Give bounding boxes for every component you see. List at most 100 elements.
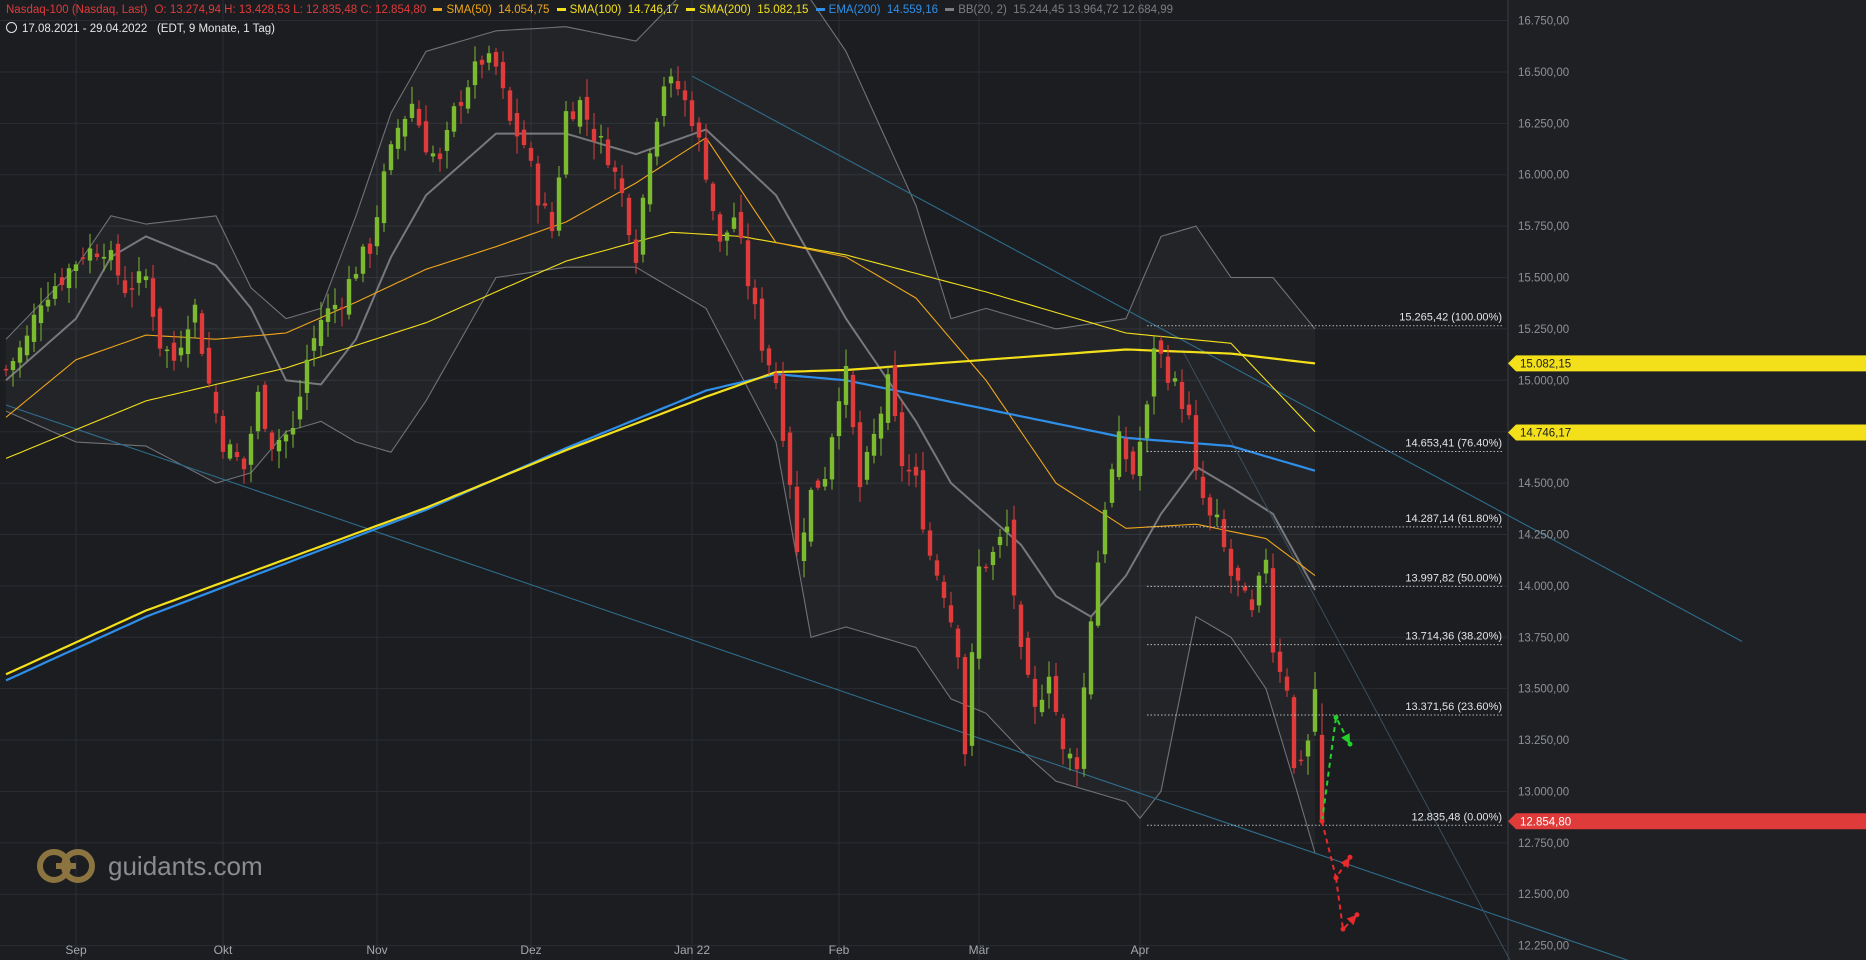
candle-body [206,347,212,384]
candle-body [143,276,149,281]
candle-body [962,657,968,755]
candle-body [1172,378,1178,382]
candle-body [1018,604,1024,647]
trendline-steep[interactable] [1181,349,1511,960]
candle-body [661,86,667,116]
candle-body [262,384,268,429]
candle-body [654,121,660,157]
price-tick-label: 15.000,00 [1518,375,1569,387]
projection-down-1-arrowhead [1340,857,1350,869]
price-tick-label: 13.250,00 [1518,735,1569,747]
candle-body [45,299,51,307]
legend-bb[interactable]: BB(20, 2) 15.244,45 13.964,72 12.684,99 [945,4,1173,16]
date-range: 17.08.2021 - 29.04.2022 (EDT, 9 Monate, … [6,22,275,35]
instrument-label[interactable]: Nasdaq-100 (Nasdaq, Last) [6,4,148,16]
candle-body [626,197,632,236]
candle-body [815,480,821,488]
candle-body [66,268,72,289]
candle-body [822,478,828,487]
candle-body [381,171,387,224]
month-tick-label: Feb [829,943,850,957]
trendlines[interactable] [5,75,1743,960]
candle-body [276,439,282,452]
candle-body [38,305,44,324]
candle-body [297,396,303,420]
candle-body [542,203,548,206]
projection-arrows[interactable] [1319,714,1360,932]
candle-body [129,288,135,290]
candle-body [857,422,863,488]
trendline[interactable] [5,404,1651,960]
candle-body [290,428,296,435]
candle-body [360,246,366,274]
candle-body [255,391,261,432]
candle-body [1004,526,1010,533]
price-tick-label: 16.500,00 [1518,67,1569,79]
candle-body [1067,753,1073,759]
candle-body [59,277,65,285]
candlesticks [3,45,1325,826]
projection-down-2-arrowhead [1346,914,1357,926]
month-tick-label: Dez [520,943,541,957]
candle-body [514,113,520,137]
candle-body [108,250,114,261]
candle-body [52,286,58,299]
date-range-info: (EDT, 9 Monate, 1 Tag) [156,23,275,35]
candle-body [1088,621,1094,695]
candle-body [598,136,604,138]
candle-body [633,239,639,263]
candle-body [605,139,611,166]
price-tick-label: 14.250,00 [1518,529,1569,541]
candle-body [1025,638,1031,675]
price-tag-label: 14.746,17 [1520,427,1571,439]
candle-body [451,106,457,132]
candle-body [976,566,982,659]
candle-body [1074,757,1080,770]
legend-sma200[interactable]: SMA(200) 15.082,15 [686,4,808,16]
candle-body [171,342,177,361]
legend-sma50[interactable]: SMA(50) 14.054,75 [433,4,549,16]
month-tick-label: Nov [366,943,387,957]
candle-body [1137,441,1143,476]
candle-body [780,374,786,441]
candle-body [675,81,681,90]
candle-body [570,111,576,120]
candle-body [115,243,121,276]
legend-sma100[interactable]: SMA(100) 14.746,17 [556,4,679,16]
candle-body [87,248,93,261]
candle-body [1249,599,1255,611]
candle-body [213,391,219,414]
guidants-logo-text: guidants.com [108,850,263,881]
candle-body [409,103,415,118]
candle-body [1193,415,1199,471]
fibonacci-retracement[interactable]: 15.265,42 (100.00%) 14.653,41 (76.40%) 14.… [1147,312,1504,826]
candle-body [1270,568,1276,653]
candle-body [584,96,590,120]
legend-ema200[interactable]: EMA(200) 14.559,16 [815,4,938,16]
candle-body [318,319,324,347]
candle-body [913,466,919,476]
candle-body [710,183,716,211]
candle-body [1109,469,1115,503]
price-tag [1508,355,1866,372]
price-tick-label: 13.000,00 [1518,786,1569,798]
candle-body [1207,497,1213,516]
candle-body [745,240,751,287]
candle-body [1305,740,1311,757]
candle-body [871,433,877,456]
candle-body [1263,559,1269,574]
candle-body [1130,451,1136,475]
projection-up-arrowhead [1341,733,1350,745]
candle-body [969,652,975,746]
candle-body [283,434,289,442]
candle-body [808,489,814,542]
trendline[interactable] [691,75,1743,642]
month-tick-label: Mär [969,943,990,957]
candle-body [136,271,142,283]
candle-body [192,304,198,323]
candle-body [899,412,905,467]
candle-body [248,433,254,465]
candle-body [836,401,842,437]
price-tick-label: 16.750,00 [1518,16,1569,28]
